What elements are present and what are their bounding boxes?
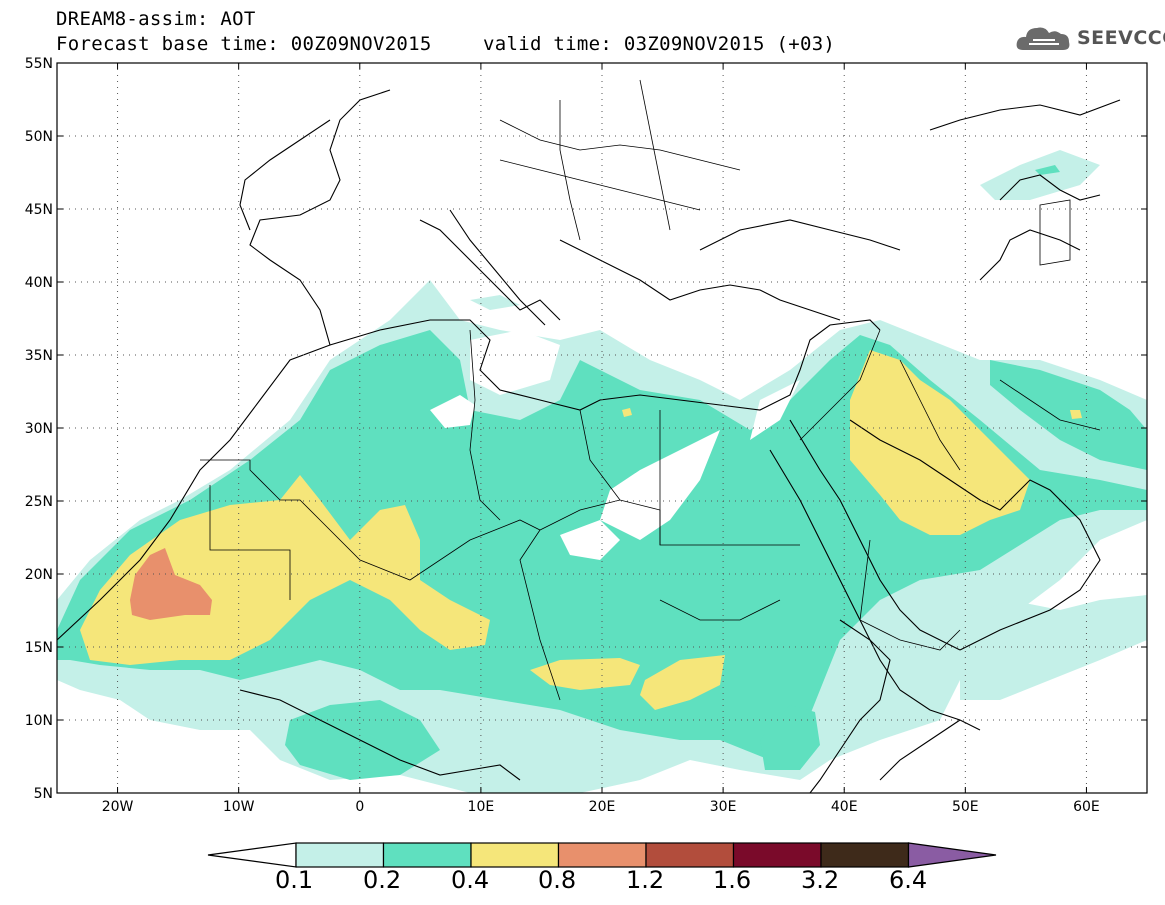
lon-tick-label: 0 bbox=[355, 799, 364, 815]
colorbar-under-arrow bbox=[207, 842, 297, 868]
lon-tick-label: 10W bbox=[223, 799, 255, 815]
seevccc-logo: SEEVCCC bbox=[1015, 22, 1165, 58]
colorbar-segment bbox=[645, 842, 735, 868]
colorbar-segment bbox=[820, 842, 910, 868]
lat-tick-label: 30N bbox=[25, 421, 53, 437]
latitude-ticks: 5N 10N 15N 20N 25N 30N 35N 40N 45N 50N 55N bbox=[25, 56, 1147, 802]
lon-tick-label: 50E bbox=[952, 799, 979, 815]
colorbar-label: 0.1 bbox=[275, 866, 314, 894]
coastlines bbox=[57, 89, 1121, 793]
lon-tick-label: 60E bbox=[1073, 799, 1100, 815]
lat-tick-label: 50N bbox=[25, 129, 53, 145]
colorbar-segment bbox=[732, 842, 822, 868]
colorbar-label: 0.2 bbox=[363, 866, 402, 894]
lon-tick-label: 30E bbox=[710, 799, 737, 815]
chart-title: DREAM8-assim: AOT bbox=[56, 8, 256, 30]
lat-tick-label: 20N bbox=[25, 567, 53, 583]
longitude-ticks: 20W 10W 0 10E 20E 30E 40E 50E 60E bbox=[102, 63, 1100, 815]
colorbar-segment bbox=[470, 842, 560, 868]
colorbar-label: 6.4 bbox=[889, 866, 928, 894]
colorbar-segment bbox=[557, 842, 647, 868]
lat-tick-label: 25N bbox=[25, 494, 53, 510]
lon-tick-label: 20E bbox=[589, 799, 616, 815]
colorbar bbox=[207, 842, 997, 868]
colorbar-segment bbox=[382, 842, 472, 868]
colorbar-label: 3.2 bbox=[801, 866, 840, 894]
cloud-icon bbox=[1016, 27, 1070, 50]
lat-tick-label: 40N bbox=[25, 275, 53, 291]
colorbar-segment bbox=[295, 842, 385, 868]
colorbar-label: 1.2 bbox=[626, 866, 665, 894]
lon-tick-label: 40E bbox=[831, 799, 858, 815]
colorbar-label: 0.8 bbox=[538, 866, 577, 894]
aot-level-0.8 bbox=[130, 548, 212, 620]
lat-tick-label: 55N bbox=[25, 56, 53, 72]
lat-tick-label: 15N bbox=[25, 640, 53, 656]
colorbar-over-arrow bbox=[907, 842, 997, 868]
lat-tick-label: 5N bbox=[34, 786, 53, 802]
lat-tick-label: 45N bbox=[25, 202, 53, 218]
forecast-base-time: Forecast base time: 00Z09NOV2015 bbox=[56, 33, 432, 55]
lon-tick-label: 20W bbox=[102, 799, 134, 815]
lat-tick-label: 10N bbox=[25, 713, 53, 729]
country-borders bbox=[200, 79, 1101, 701]
colorbar-label: 1.6 bbox=[713, 866, 752, 894]
colorbar-label: 0.4 bbox=[451, 866, 490, 894]
logo-text: SEEVCCC bbox=[1077, 27, 1165, 49]
valid-time: valid time: 03Z09NOV2015 (+03) bbox=[483, 33, 836, 55]
lon-tick-label: 10E bbox=[468, 799, 495, 815]
aot-level-0.4 bbox=[80, 350, 1082, 710]
lat-tick-label: 35N bbox=[25, 348, 53, 364]
